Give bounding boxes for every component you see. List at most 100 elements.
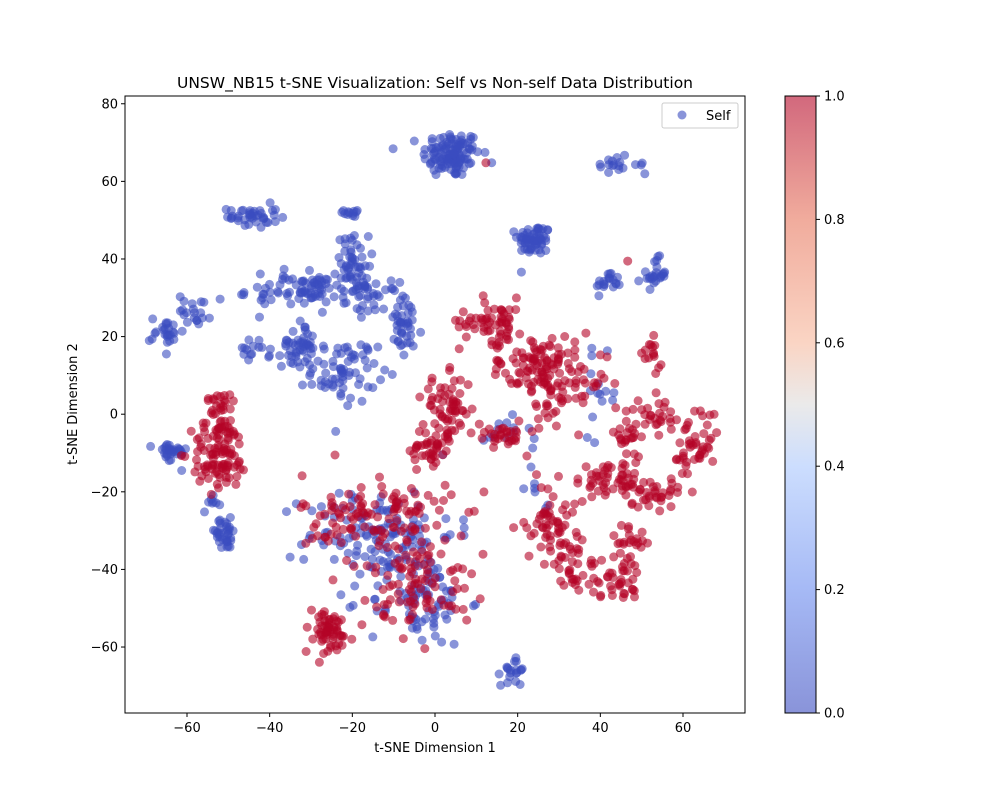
point-non-self	[349, 561, 359, 571]
point-non-self	[219, 446, 229, 456]
point-non-self	[221, 477, 231, 487]
point-non-self	[476, 313, 486, 323]
point-non-self	[401, 550, 411, 560]
point-non-self	[423, 565, 432, 575]
point-self	[316, 381, 326, 391]
point-non-self	[382, 542, 392, 552]
point-non-self	[515, 329, 525, 339]
point-non-self	[487, 336, 497, 346]
point-non-self	[229, 462, 239, 472]
point-non-self	[195, 476, 205, 486]
point-self	[360, 552, 370, 562]
point-non-self	[221, 466, 231, 476]
point-non-self	[336, 538, 346, 547]
point-self	[306, 288, 316, 298]
point-non-self	[407, 580, 417, 590]
point-non-self	[667, 478, 677, 488]
point-non-self	[405, 571, 414, 581]
point-non-self	[456, 420, 466, 430]
point-self	[254, 335, 264, 345]
point-non-self	[527, 386, 537, 396]
point-self	[446, 132, 455, 142]
point-non-self	[388, 615, 398, 625]
colorbar-ticks: 0.0 0.2 0.4 0.6 0.8 1.0	[816, 90, 845, 722]
point-self	[226, 213, 236, 223]
point-non-self	[375, 536, 385, 546]
point-non-self	[560, 332, 570, 341]
point-non-self	[317, 636, 327, 646]
point-non-self	[454, 344, 464, 354]
point-self	[582, 433, 592, 442]
point-self	[508, 410, 517, 420]
point-self	[650, 257, 660, 267]
point-self	[360, 355, 370, 365]
point-self	[336, 284, 346, 294]
point-non-self	[563, 394, 573, 404]
point-self	[148, 314, 158, 324]
point-non-self	[651, 388, 661, 398]
point-non-self	[394, 544, 404, 554]
point-non-self	[327, 498, 337, 508]
point-non-self	[462, 615, 472, 625]
point-self	[343, 401, 353, 411]
point-non-self	[621, 416, 631, 426]
x-tick-label: −40	[256, 721, 283, 736]
point-self	[386, 276, 396, 286]
point-non-self	[368, 525, 378, 535]
point-non-self	[545, 531, 555, 541]
point-self	[368, 632, 378, 642]
point-non-self	[334, 508, 344, 518]
point-self	[335, 235, 345, 245]
point-self	[346, 260, 355, 270]
point-non-self	[596, 590, 606, 600]
point-non-self	[450, 576, 460, 586]
point-non-self	[307, 605, 316, 615]
point-self	[291, 280, 301, 290]
point-non-self	[573, 559, 583, 569]
point-non-self	[644, 501, 654, 511]
point-self	[595, 276, 604, 286]
point-non-self	[392, 516, 402, 525]
point-self	[382, 505, 392, 515]
point-self	[298, 380, 307, 390]
point-self	[225, 513, 235, 522]
point-non-self	[430, 452, 440, 461]
point-self	[634, 276, 644, 286]
point-non-self	[621, 406, 631, 416]
point-self	[541, 246, 551, 255]
point-self	[429, 622, 439, 632]
point-non-self	[362, 561, 372, 571]
point-self	[543, 225, 553, 235]
point-self	[187, 299, 197, 309]
point-self	[345, 602, 355, 612]
point-non-self	[445, 362, 455, 372]
point-non-self	[626, 552, 635, 562]
point-non-self	[440, 480, 450, 490]
point-non-self	[208, 449, 218, 459]
point-self	[371, 279, 381, 289]
point-non-self	[528, 337, 538, 347]
point-self	[597, 396, 607, 406]
point-non-self	[410, 525, 420, 535]
point-non-self	[489, 304, 499, 314]
point-self	[456, 155, 466, 165]
point-non-self	[447, 415, 457, 425]
point-self	[601, 386, 611, 396]
point-self	[367, 554, 377, 564]
point-self	[588, 412, 598, 422]
point-non-self	[417, 451, 427, 461]
point-non-self	[389, 523, 399, 532]
point-self	[590, 438, 600, 448]
point-self	[406, 324, 415, 334]
point-non-self	[504, 305, 514, 315]
point-non-self	[616, 435, 626, 445]
x-tick-label: 40	[592, 721, 609, 736]
point-non-self	[370, 568, 380, 578]
point-non-self	[545, 500, 555, 510]
point-non-self	[225, 404, 235, 414]
point-self	[151, 327, 161, 337]
point-self	[244, 355, 254, 365]
point-non-self	[427, 377, 437, 387]
point-non-self	[417, 574, 427, 584]
point-self	[352, 240, 362, 250]
